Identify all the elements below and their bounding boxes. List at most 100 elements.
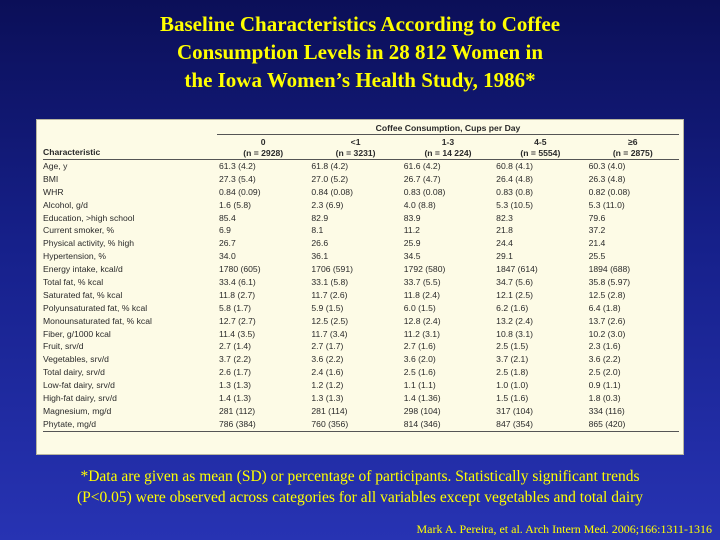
row-value: 26.3 (4.8) bbox=[588, 173, 626, 184]
row-value: 5.8 (1.7) bbox=[219, 302, 252, 313]
row-value: 760 (356) bbox=[311, 418, 349, 429]
row-value: 11.8 (2.4) bbox=[403, 289, 440, 300]
title-line-2: Consumption Levels in 28 812 Women in bbox=[176, 40, 543, 64]
row-value: 61.6 (4.2) bbox=[403, 161, 441, 171]
row-label: High-fat dairy, srv/d bbox=[43, 393, 117, 404]
column-label: 4-5 bbox=[534, 137, 547, 147]
row-value: 34.7 (5.6) bbox=[496, 277, 533, 288]
slide-title: Baseline Characteristics According to Co… bbox=[0, 10, 720, 94]
table-row: High-fat dairy, srv/d 1.4 (1.3) 1.3 (1.3) 1… bbox=[43, 392, 679, 405]
row-value: 1.4 (1.3) bbox=[219, 393, 252, 404]
row-value: 0.83 (0.08) bbox=[403, 186, 446, 197]
table-row: Fiber, g/1000 kcal 11.4 (3.5) 11.7 (3.4) 11… bbox=[43, 328, 679, 341]
column-n: (n = 2928) bbox=[243, 147, 284, 158]
table-row: Education, >high school 85.4 82.9 83.9 82.3 7… bbox=[43, 212, 679, 225]
column-header-2: 1-3 (n = 14 224) bbox=[402, 137, 494, 159]
row-value: 3.6 (2.2) bbox=[588, 354, 621, 365]
row-value: 865 (420) bbox=[588, 418, 626, 429]
row-value: 2.5 (1.6) bbox=[403, 367, 436, 378]
table-header-row: Characteristic 0 (n = 2928) <1 (n = 3231… bbox=[43, 135, 679, 160]
row-label: Fiber, g/1000 kcal bbox=[43, 328, 111, 339]
row-value: 6.9 bbox=[219, 225, 231, 236]
row-value: 12.8 (2.4) bbox=[403, 315, 441, 326]
column-header-4: ≥6 (n = 2875) bbox=[587, 137, 679, 159]
column-n: (n = 5554) bbox=[520, 147, 561, 158]
row-label: Education, >high school bbox=[43, 212, 135, 223]
row-value: 21.8 bbox=[496, 225, 513, 236]
table-row: Vegetables, srv/d 3.7 (2.2) 3.6 (2.2) 3.6 (… bbox=[43, 353, 679, 366]
row-value: 24.4 bbox=[496, 238, 513, 249]
row-value: 5.3 (10.5) bbox=[496, 199, 533, 210]
row-value: 1.0 (1.0) bbox=[496, 380, 529, 391]
title-line-1: Baseline Characteristics According to Co… bbox=[159, 12, 561, 36]
row-value: 11.8 (2.7) bbox=[219, 289, 256, 300]
row-label: Saturated fat, % kcal bbox=[43, 289, 123, 300]
table-row: Magnesium, mg/d 281 (112) 281 (114) 298 (10… bbox=[43, 405, 679, 418]
row-value: 83.9 bbox=[403, 212, 421, 223]
citation: Mark A. Pereira, et al. Arch Intern Med.… bbox=[416, 522, 713, 536]
row-value: 1780 (605) bbox=[219, 264, 261, 275]
row-value: 2.7 (1.4) bbox=[219, 341, 252, 352]
row-value: 21.4 bbox=[588, 238, 606, 249]
row-value: 1.2 (1.2) bbox=[311, 380, 344, 391]
row-value: 1.8 (0.3) bbox=[588, 393, 621, 404]
row-label: Alcohol, g/d bbox=[43, 199, 88, 210]
row-value: 334 (116) bbox=[588, 405, 625, 416]
row-label: Polyunsaturated fat, % kcal bbox=[43, 302, 148, 313]
row-value: 2.3 (1.6) bbox=[588, 341, 621, 352]
row-value: 0.83 (0.8) bbox=[496, 186, 533, 197]
row-value: 33.7 (5.5) bbox=[403, 277, 441, 288]
row-value: 2.7 (1.6) bbox=[403, 341, 436, 352]
table-row: Fruit, srv/d 2.7 (1.4) 2.7 (1.7) 2.7 (1.6) 2… bbox=[43, 340, 679, 353]
footnote-line-2: (P<0.05) were observed across categories… bbox=[76, 489, 644, 506]
table-row: Current smoker, % 6.9 8.1 11.2 21.8 37.2 bbox=[43, 224, 679, 237]
column-n: (n = 2875) bbox=[612, 147, 653, 158]
row-value: 6.0 (1.5) bbox=[403, 302, 436, 313]
footnote-line-1: *Data are given as mean (SD) or percenta… bbox=[80, 468, 640, 485]
column-label: 1-3 bbox=[441, 137, 455, 147]
row-value: 2.5 (1.8) bbox=[496, 367, 529, 378]
row-value: 1.3 (1.3) bbox=[311, 393, 344, 404]
row-value: 786 (384) bbox=[219, 418, 256, 429]
row-value: 12.5 (2.5) bbox=[311, 315, 349, 326]
table-body: Age, y 61.3 (4.2) 61.8 (4.2) 61.6 (4.2) 60.8… bbox=[43, 160, 679, 432]
row-value: 13.2 (2.4) bbox=[496, 315, 533, 326]
row-value: 3.7 (2.2) bbox=[219, 354, 252, 365]
table-row: Hypertension, % 34.0 36.1 34.5 29.1 25.5 bbox=[43, 250, 679, 263]
table-row: Total fat, % kcal 33.4 (6.1) 33.1 (5.8) 33.… bbox=[43, 276, 679, 289]
row-value: 1894 (688) bbox=[588, 264, 631, 275]
row-value: 847 (354) bbox=[496, 418, 533, 429]
row-value: 27.3 (5.4) bbox=[219, 173, 256, 184]
row-label: Physical activity, % high bbox=[43, 238, 135, 249]
table-row: Age, y 61.3 (4.2) 61.8 (4.2) 61.6 (4.2) 60.8… bbox=[43, 160, 679, 173]
row-value: 26.7 bbox=[219, 238, 236, 249]
table-row: WHR 0.84 (0.09) 0.84 (0.08) 0.83 (0.08) 0.83… bbox=[43, 186, 679, 199]
row-label: Low-fat dairy, srv/d bbox=[43, 380, 115, 391]
row-value: 33.4 (6.1) bbox=[219, 277, 256, 288]
column-header-0: 0 (n = 2928) bbox=[217, 137, 309, 159]
table-row: Saturated fat, % kcal 11.8 (2.7) 11.7 (2.6… bbox=[43, 289, 679, 302]
row-value: 27.0 (5.2) bbox=[311, 173, 349, 184]
row-value: 1792 (580) bbox=[403, 264, 446, 275]
row-value: 61.3 (4.2) bbox=[219, 161, 256, 171]
table-row: Energy intake, kcal/d 1780 (605) 1706 (591… bbox=[43, 263, 679, 276]
row-value: 82.3 bbox=[496, 212, 513, 223]
table-row: Polyunsaturated fat, % kcal 5.8 (1.7) 5.9 … bbox=[43, 302, 679, 315]
baseline-table: Coffee Consumption, Cups per Day Charact… bbox=[43, 122, 679, 432]
row-value: 1706 (591) bbox=[311, 264, 353, 275]
row-value: 34.5 bbox=[403, 251, 421, 262]
row-value: 11.7 (2.6) bbox=[311, 289, 348, 300]
row-label: Age, y bbox=[43, 161, 68, 171]
row-value: 2.5 (2.0) bbox=[588, 367, 621, 378]
row-value: 33.1 (5.8) bbox=[311, 277, 349, 288]
footnote: *Data are given as mean (SD) or percenta… bbox=[0, 466, 720, 508]
table-row: Monounsaturated fat, % kcal 12.7 (2.7) 12.… bbox=[43, 315, 679, 328]
row-value: 11.2 bbox=[403, 225, 420, 236]
row-value: 5.3 (11.0) bbox=[588, 199, 625, 210]
row-value: 814 (346) bbox=[403, 418, 441, 429]
row-value: 1.4 (1.36) bbox=[403, 393, 441, 404]
title-line-3: the Iowa Women’s Health Study, 1986* bbox=[184, 68, 536, 92]
row-value: 2.4 (1.6) bbox=[311, 367, 344, 378]
row-value: 1847 (614) bbox=[496, 264, 538, 275]
row-label: Magnesium, mg/d bbox=[43, 405, 112, 416]
